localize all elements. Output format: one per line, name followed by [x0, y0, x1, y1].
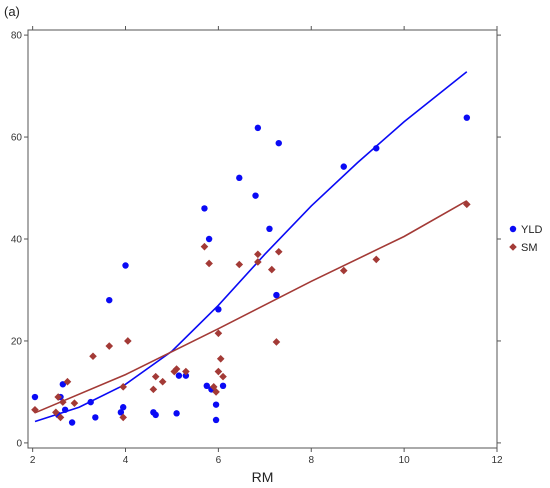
fit-lines [34, 71, 468, 423]
point-sm [31, 405, 39, 414]
x-axis-title: RM [252, 469, 274, 485]
point-sm [54, 393, 62, 401]
data-points [31, 114, 471, 426]
point-sm [52, 408, 60, 417]
y-tick-label: 80 [11, 31, 23, 42]
point-yld [59, 381, 67, 388]
point-sm [119, 383, 127, 391]
point-yld [266, 225, 273, 233]
point-yld [68, 419, 76, 426]
point-sm [372, 255, 381, 264]
point-sm [274, 247, 283, 256]
x-tick-label: 4 [123, 455, 129, 466]
point-sm [59, 398, 67, 406]
point-yld [212, 401, 220, 408]
point-yld [212, 416, 220, 424]
point-sm [235, 260, 244, 269]
point-yld [273, 291, 280, 299]
y-tick-label: 20 [11, 336, 23, 347]
point-yld [254, 124, 262, 132]
point-sm [219, 372, 227, 381]
point-yld [201, 205, 208, 212]
x-tick-label: 8 [308, 455, 314, 466]
point-sm [172, 365, 181, 373]
x-tick-label: 6 [216, 455, 222, 466]
point-yld [219, 382, 227, 390]
point-sm [209, 383, 218, 391]
point-sm [254, 250, 262, 259]
point-yld [87, 398, 94, 406]
point-sm [149, 385, 158, 394]
point-sm [56, 413, 65, 422]
point-yld [236, 174, 243, 182]
fit-line-yld [34, 71, 468, 423]
point-sm [463, 200, 471, 209]
point-yld [275, 139, 282, 147]
point-sm [254, 258, 262, 266]
point-sm [212, 388, 220, 396]
point-yld [117, 409, 125, 416]
point-sm [182, 367, 190, 376]
point-yld [205, 235, 213, 243]
point-yld [215, 306, 222, 313]
point-sm [205, 259, 213, 268]
point-yld [252, 192, 259, 199]
point-sm [119, 413, 127, 422]
fit-line-sm [34, 200, 468, 414]
point-yld [152, 411, 159, 419]
point-yld [119, 404, 127, 411]
axis-ticks: 2 4 6 8 10 12 0 20 40 60 80 [11, 26, 503, 466]
point-yld [92, 414, 99, 421]
point-sm [151, 372, 160, 381]
legend-marker-sm [509, 243, 517, 251]
point-sm [158, 377, 167, 386]
point-yld [31, 393, 39, 401]
point-sm [214, 367, 223, 376]
point-yld [122, 262, 129, 269]
point-yld [182, 372, 190, 379]
legend-marker-yld [509, 225, 517, 233]
x-tick-label: 10 [399, 455, 411, 466]
point-sm [63, 377, 72, 386]
x-tick-label: 12 [491, 455, 503, 466]
point-yld [106, 296, 113, 304]
legend: YLD SM [509, 224, 542, 254]
point-yld [203, 382, 210, 390]
point-sm [214, 329, 223, 338]
point-yld [373, 145, 380, 152]
point-sm [170, 367, 179, 376]
point-sm [105, 342, 114, 350]
point-yld [175, 372, 183, 379]
panel-label: (a) [4, 4, 20, 19]
point-sm [70, 399, 79, 407]
point-sm [267, 265, 276, 274]
point-sm [272, 338, 281, 346]
point-yld [61, 406, 69, 413]
point-sm [200, 242, 209, 251]
point-yld [173, 410, 180, 417]
point-sm [339, 266, 348, 275]
point-yld [463, 114, 471, 121]
x-tick-label: 2 [30, 455, 36, 466]
point-sm [89, 352, 97, 361]
legend-label-sm: SM [521, 242, 538, 254]
y-tick-label: 40 [11, 235, 23, 246]
point-yld [340, 163, 347, 170]
legend-label-yld: YLD [521, 224, 542, 236]
y-tick-label: 0 [16, 438, 22, 449]
point-sm [216, 354, 225, 363]
point-sm [124, 337, 132, 345]
y-tick-label: 60 [11, 133, 23, 144]
